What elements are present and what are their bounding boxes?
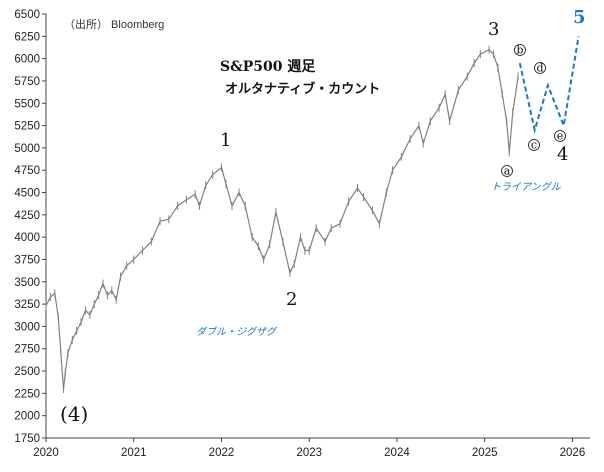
projection-series (518, 36, 580, 134)
projection-line (518, 36, 580, 134)
x-ticks: 2020 2021 2022 2023 2024 2025 2026 (33, 438, 585, 459)
sub-wave-b: b (514, 44, 526, 57)
double-zigzag-note: ダブル・ジグザグ (196, 326, 278, 338)
sub-wave-a: a (501, 165, 513, 178)
wave-4-prev-label: (4) (60, 402, 88, 426)
sub-wave-d-label: d (536, 62, 543, 75)
y-tick-label: 3500 (14, 277, 40, 289)
y-tick-label: 6500 (14, 9, 40, 21)
x-tick-label: 2020 (33, 447, 59, 459)
y-tick-label: 1750 (14, 433, 40, 445)
sub-wave-e-label: e (557, 130, 564, 143)
sub-wave-d: d (534, 62, 546, 75)
y-tick-label: 3000 (14, 321, 40, 333)
sub-wave-c-label: c (531, 139, 537, 152)
sub-wave-b-circle (514, 44, 526, 56)
y-tick-label: 4250 (14, 210, 40, 222)
y-ticks: 1750 2000 2250 2500 2750 3000 3250 3500 3750 4000… (14, 9, 46, 445)
x-tick-label: 2025 (472, 447, 498, 459)
sub-wave-c-circle (528, 139, 540, 151)
y-tick-label: 5500 (14, 98, 40, 110)
y-tick-label: 2000 (14, 411, 40, 423)
x-tick-label: 2024 (384, 447, 410, 459)
triangle-note: トライアングル (491, 181, 562, 193)
y-tick-label: 2750 (14, 344, 40, 356)
x-tick-label: 2022 (209, 447, 235, 459)
x-tick-label: 2021 (121, 447, 147, 459)
x-tick-label: 2026 (560, 447, 586, 459)
wave-5-label: 5 (573, 7, 586, 28)
y-tick-label: 5750 (14, 76, 40, 88)
price-line (45, 49, 519, 390)
sub-wave-e: e (554, 130, 566, 143)
sub-wave-a-circle (501, 165, 513, 177)
sub-wave-c: c (528, 139, 540, 152)
y-tick-label: 6250 (14, 31, 40, 43)
sub-wave-a-label: a (504, 165, 511, 178)
y-tick-label: 3250 (14, 299, 40, 311)
y-tick-label: 4500 (14, 188, 40, 200)
y-tick-label: 5000 (14, 143, 40, 155)
axes (45, 14, 590, 439)
wave-4-label: 4 (557, 144, 568, 165)
wave-1-label: 1 (220, 130, 231, 151)
y-tick-label: 4750 (14, 165, 40, 177)
y-tick-label: 2500 (14, 366, 40, 378)
chart-subtitle: オルタナティブ・カウント (225, 81, 380, 97)
y-tick-label: 6000 (14, 54, 40, 66)
wave-3-label: 3 (488, 19, 499, 40)
chart-title: S&P500 週足 (220, 59, 316, 75)
wave-2-label: 2 (286, 289, 297, 310)
y-tick-label: 3750 (14, 254, 40, 266)
y-tick-label: 2250 (14, 388, 40, 400)
y-tick-label: 5250 (14, 121, 40, 133)
price-series (45, 45, 519, 393)
sub-wave-d-circle (534, 62, 546, 74)
y-tick-label: 4000 (14, 232, 40, 244)
sub-wave-b-label: b (516, 44, 523, 57)
sub-wave-e-circle (554, 130, 566, 142)
source-label: （出所） Bloomberg (64, 17, 164, 31)
x-tick-label: 2023 (296, 447, 322, 459)
